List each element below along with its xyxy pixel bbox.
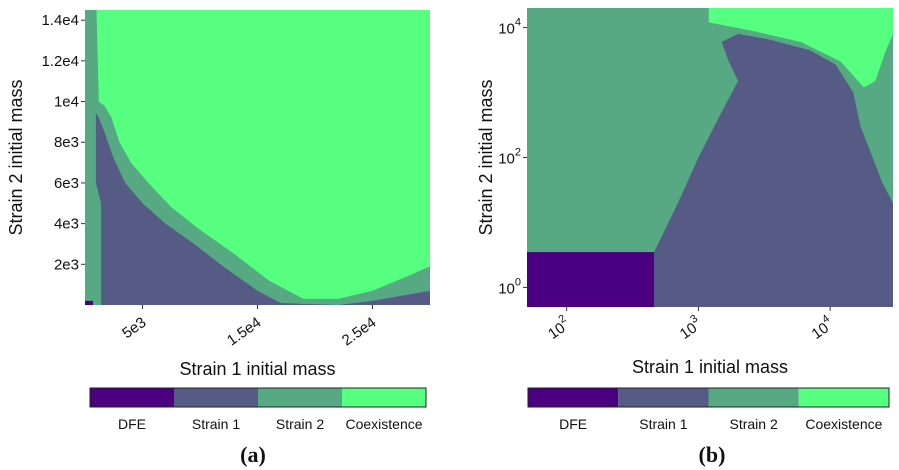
legend-swatch-strain-1: [618, 388, 709, 407]
legend-label: Coexistence: [805, 416, 882, 432]
legend-swatch-coexistence: [798, 388, 889, 407]
legend-label: Strain 2: [276, 416, 324, 432]
panel-caption: (b): [699, 442, 726, 467]
y-tick-label: 6e3: [54, 175, 79, 192]
x-axis-label: Strain 1 initial mass: [179, 359, 335, 379]
region-strain-2: [85, 10, 102, 305]
y-axis-label: Strain 2 initial mass: [6, 79, 26, 235]
x-axis-label: Strain 1 initial mass: [632, 357, 788, 377]
legend-label: Strain 1: [192, 416, 240, 432]
legend-label: Strain 1: [639, 416, 687, 432]
legend-border: [527, 387, 890, 408]
y-axis-label: Strain 2 initial mass: [476, 79, 496, 235]
y-tick-label: 104: [498, 17, 521, 38]
y-tick-label: 1.2e4: [41, 53, 79, 70]
x-tick-label: 103: [675, 313, 706, 343]
y-tick-label: 100: [498, 276, 521, 297]
y-tick-label: 1.4e4: [41, 12, 79, 29]
legend-swatch-strain-2: [708, 388, 799, 407]
region-dfe: [85, 300, 93, 305]
legend-swatch-dfe: [90, 388, 174, 407]
heatmap-regions: [85, 10, 430, 305]
x-tick-label: 104: [806, 313, 837, 343]
legend: DFE Strain 1 Strain 2 Coexistence: [527, 387, 890, 432]
legend-label: Coexistence: [345, 416, 422, 432]
legend-label: DFE: [118, 416, 146, 432]
legend-swatch-dfe: [528, 388, 619, 407]
legend-label: DFE: [559, 416, 587, 432]
region-strain-1: [654, 33, 893, 307]
y-tick-label: 102: [498, 147, 521, 168]
panel-2: 100 102 104 102 103 104 Strain 1 initial mass S…: [476, 8, 893, 467]
legend-label: Strain 2: [730, 416, 778, 432]
heatmap-regions: [527, 8, 893, 307]
x-tick-label: 1.5e4: [224, 314, 265, 349]
legend: DFE Strain 1 Strain 2 Coexistence: [89, 387, 427, 432]
panel-caption: (a): [240, 442, 266, 467]
region-dfe: [527, 252, 654, 307]
y-tick-label: 1e4: [54, 94, 79, 111]
x-tick-label: 5e3: [119, 314, 149, 342]
region-strain-1: [93, 107, 430, 305]
legend-border: [89, 387, 427, 408]
y-tick-label: 8e3: [54, 134, 79, 151]
legend-swatch-coexistence: [342, 388, 426, 407]
region-coexistence: [708, 8, 893, 88]
y-tick-label: 4e3: [54, 216, 79, 233]
x-tick-label: 2.5e4: [339, 314, 380, 349]
y-tick-label: 2e3: [54, 256, 79, 273]
legend-swatch-strain-1: [174, 388, 258, 407]
legend-swatch-strain-2: [258, 388, 342, 407]
x-tick-label: 102: [543, 313, 574, 343]
